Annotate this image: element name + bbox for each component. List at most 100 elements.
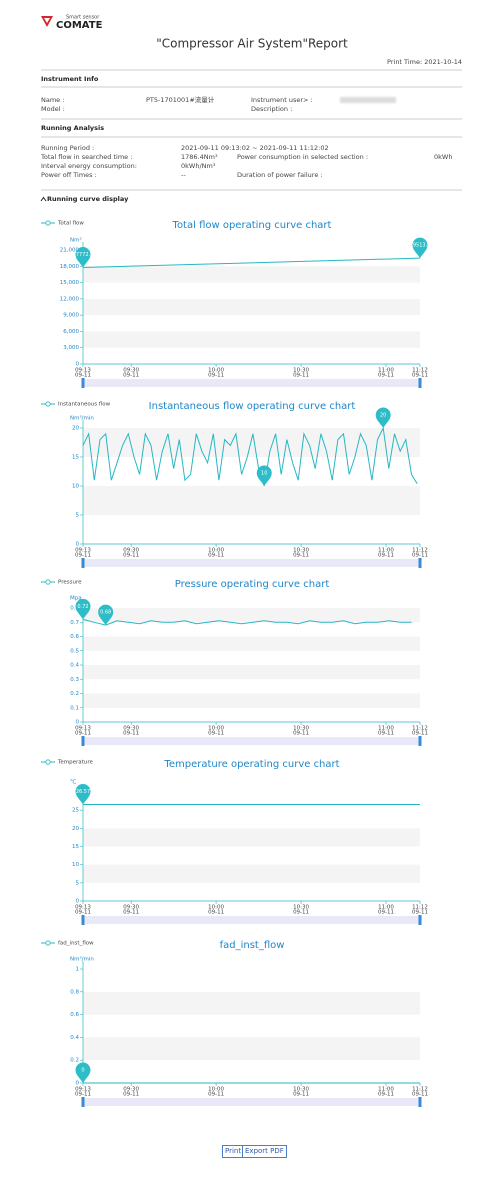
x-tick-label: 11:00: [378, 905, 394, 911]
section-heading: Running Analysis: [41, 124, 104, 132]
field-label: Running Period :: [41, 144, 94, 152]
x-tick-label: 11:00: [378, 368, 394, 374]
y-tick-label: 15: [72, 844, 79, 850]
x-tick-label: 11:12: [412, 726, 428, 732]
x-tick-date: 09-11: [208, 910, 224, 916]
x-tick-date: 09-11: [412, 910, 428, 916]
y-tick-label: 0.4: [70, 663, 79, 669]
data-line: [82, 257, 421, 268]
legend-dot: [45, 401, 51, 407]
field-label: Model :: [41, 105, 65, 113]
field-value: 0kWh: [434, 153, 452, 161]
x-tick-date: 09-11: [75, 1092, 91, 1098]
x-tick-date: 09-11: [378, 910, 394, 916]
zoom-handle: [81, 1097, 85, 1107]
grid-band: [83, 828, 420, 847]
y-tick-label: 0.6: [70, 1012, 79, 1018]
marker-label: 0: [81, 1068, 84, 1074]
marker-label: 0.72: [77, 604, 88, 610]
chart-title: Instantaneous flow operating curve chart: [149, 401, 356, 412]
marker-label: 20: [380, 413, 386, 419]
grid-band: [83, 665, 420, 680]
chart-title: Total flow operating curve chart: [172, 220, 332, 231]
y-unit: Mpa: [70, 596, 82, 602]
zoom-handle: [418, 558, 422, 568]
zoom-slider: [83, 559, 420, 567]
x-tick-label: 11:12: [412, 905, 428, 911]
y-tick-label: 15,000: [60, 280, 80, 286]
y-tick-label: 25: [72, 808, 79, 814]
legend-dot: [45, 759, 51, 765]
field-label: Instrument user> :: [251, 96, 313, 104]
field-value: 0kWh/Nm³: [181, 162, 216, 170]
x-tick-date: 09-11: [208, 373, 224, 379]
marker-label: 17772.3: [73, 252, 94, 258]
field-value: 1786.4Nm³: [181, 153, 218, 161]
y-tick-label: 0.8: [70, 606, 79, 612]
y-tick-label: 0.8: [70, 989, 79, 995]
y-tick-label: 0: [76, 720, 80, 726]
print-button[interactable]: Print: [222, 1145, 245, 1158]
brand: COMATE: [56, 20, 103, 31]
field-value: PT5-1701001#流量计: [146, 95, 215, 104]
marker-label: 26.57: [76, 789, 90, 795]
marker-pin: [75, 1062, 91, 1083]
x-tick-date: 09-11: [293, 1092, 309, 1098]
y-tick-label: 10: [72, 484, 79, 490]
grid-band: [83, 991, 420, 1015]
x-tick-date: 09-11: [412, 1092, 428, 1098]
zoom-handle: [418, 378, 422, 388]
x-tick-date: 09-11: [378, 1092, 394, 1098]
y-tick-label: 0.5: [70, 648, 79, 654]
y-tick-label: 20: [72, 426, 79, 432]
y-unit: Nm³/min: [70, 956, 94, 963]
x-tick-label: 09:30: [123, 368, 139, 374]
x-tick-label: 11:00: [378, 1087, 394, 1093]
brand-small: Smart sensor: [66, 15, 100, 21]
x-tick-label: 10:00: [208, 905, 224, 911]
x-tick-date: 09-11: [412, 553, 428, 559]
legend-dot: [45, 579, 51, 585]
grid-band: [83, 1037, 420, 1061]
x-tick-label: 09:30: [123, 905, 139, 911]
y-unit: ℃: [70, 779, 76, 786]
x-tick-date: 09-11: [75, 910, 91, 916]
zoom-slider: [83, 737, 420, 745]
zoom-handle: [418, 915, 422, 925]
y-tick-label: 21,000: [60, 248, 80, 254]
x-tick-date: 09-11: [123, 731, 139, 737]
zoom-handle: [418, 1097, 422, 1107]
y-unit: Nm³: [70, 237, 82, 244]
field-value: --: [181, 171, 186, 179]
x-tick-date: 09-11: [293, 373, 309, 379]
x-tick-label: 11:00: [378, 548, 394, 554]
report-title: "Compressor Air System"Report: [156, 37, 348, 51]
x-tick-date: 09-11: [208, 731, 224, 737]
export-pdf-button[interactable]: Export PDF: [242, 1145, 287, 1158]
x-tick-date: 09-11: [123, 373, 139, 379]
grid-band: [83, 486, 420, 515]
legend-label: fad_inst_flow: [58, 941, 94, 947]
marker-pin: [375, 407, 391, 428]
chart-title: fad_inst_flow: [220, 940, 285, 951]
grid-band: [83, 428, 420, 457]
y-tick-label: 0.6: [70, 634, 79, 640]
y-tick-label: 0.4: [70, 1035, 79, 1041]
y-tick-label: 18,000: [60, 264, 80, 270]
y-tick-label: 20: [72, 826, 79, 832]
zoom-handle: [418, 736, 422, 746]
marker-label: 0.68: [100, 610, 111, 616]
field-label: Description :: [251, 105, 292, 113]
x-tick-date: 09-11: [75, 553, 91, 559]
x-tick-label: 11:12: [412, 1087, 428, 1093]
grid-band: [83, 298, 420, 316]
legend-label: Total flow: [57, 221, 84, 227]
x-tick-label: 09:13: [75, 368, 91, 374]
x-tick-label: 10:30: [293, 1087, 309, 1093]
x-tick-date: 09-11: [412, 373, 428, 379]
x-tick-label: 10:30: [293, 548, 309, 554]
x-tick-date: 09-11: [293, 553, 309, 559]
field-label: Interval energy consumption:: [41, 162, 137, 170]
zoom-handle: [81, 378, 85, 388]
x-tick-date: 09-11: [378, 373, 394, 379]
